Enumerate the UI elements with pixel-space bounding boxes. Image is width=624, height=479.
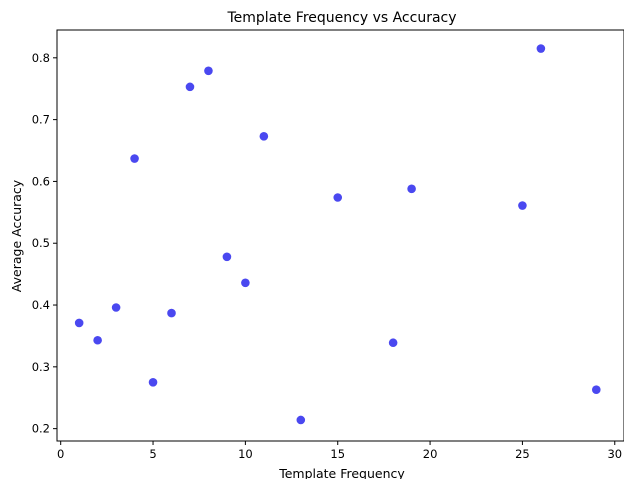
- data-point: [185, 82, 195, 92]
- data-points: [74, 44, 601, 425]
- y-tick-label: 0.7: [32, 113, 50, 127]
- x-tick-label: 20: [423, 447, 438, 461]
- y-tick-label: 0.4: [32, 298, 50, 312]
- data-point: [259, 132, 269, 141]
- data-point: [407, 184, 416, 194]
- ticks: 0 5 10 15 20 25 30 0.2 0.3 0.4 0.5 0.6 0.7 0.8: [32, 51, 622, 461]
- data-point: [536, 44, 546, 53]
- x-tick-label: 10: [238, 447, 253, 461]
- x-tick-label: 0: [57, 447, 64, 461]
- y-tick-label: 0.3: [32, 360, 50, 374]
- y-tick-label: 0.2: [32, 422, 50, 436]
- x-tick-label: 5: [149, 447, 156, 461]
- data-point: [222, 252, 232, 262]
- data-point: [130, 154, 139, 163]
- x-tick-label: 25: [515, 447, 530, 461]
- data-point: [167, 308, 176, 318]
- x-tick-label: 30: [607, 447, 622, 461]
- data-point: [74, 318, 84, 328]
- data-point: [148, 377, 158, 387]
- plot-frame: [56, 29, 624, 442]
- data-point: [591, 385, 601, 395]
- x-axis-label: Template Frequency: [278, 466, 405, 479]
- data-point: [296, 415, 306, 425]
- data-point: [333, 193, 343, 202]
- data-point: [204, 66, 213, 76]
- y-tick-label: 0.5: [32, 236, 50, 250]
- y-axis-label: Average Accuracy: [9, 179, 24, 292]
- data-point: [93, 335, 102, 345]
- data-point: [388, 338, 398, 348]
- y-tick-label: 0.8: [32, 51, 50, 65]
- chart-title: Template Frequency vs Accuracy: [226, 10, 456, 26]
- data-point: [111, 303, 121, 312]
- y-tick-label: 0.6: [32, 174, 50, 188]
- data-point: [241, 278, 250, 288]
- x-tick-label: 15: [330, 447, 345, 461]
- data-point: [518, 201, 527, 210]
